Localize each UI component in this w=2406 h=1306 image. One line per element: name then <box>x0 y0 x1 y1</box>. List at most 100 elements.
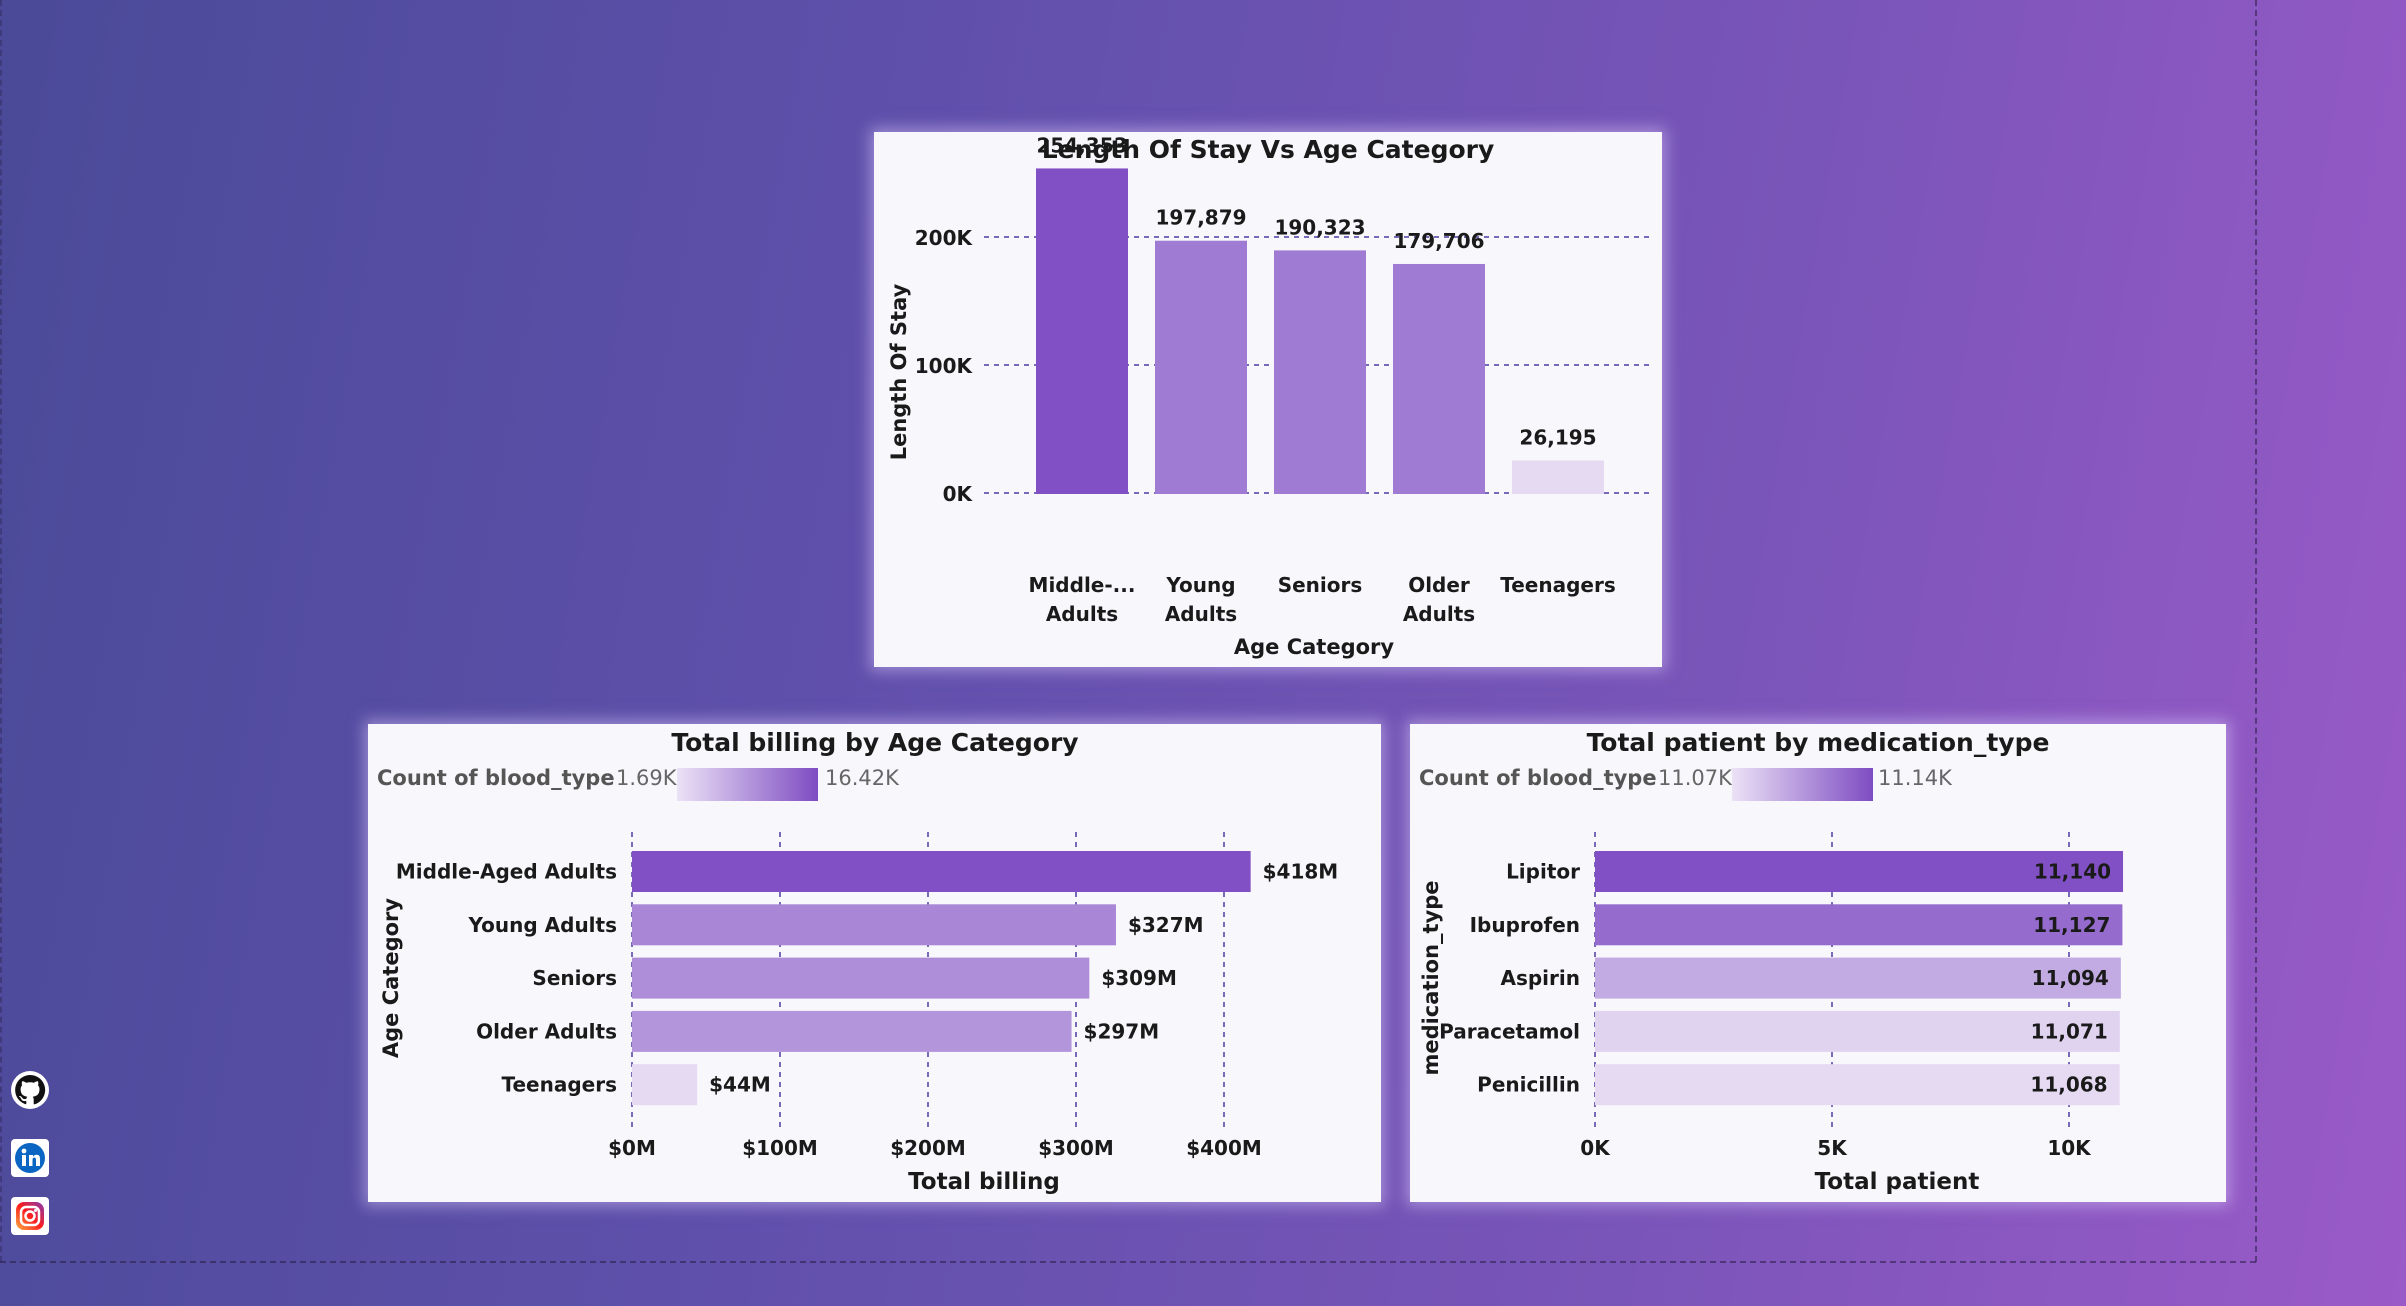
bar[interactable] <box>1155 240 1247 494</box>
bar[interactable] <box>1393 263 1485 494</box>
category-label: Teenagers <box>1500 573 1616 597</box>
category-label: Older Adults <box>476 1019 617 1043</box>
chart-total-patient[interactable]: Total patient by medication_type Count o… <box>1410 724 2226 1202</box>
x-axis-title: Age Category <box>1234 635 1395 659</box>
stay-chart-svg: Length Of Stay Vs Age Category 0K 100K 200… <box>887 133 1654 659</box>
category-labels: Lipitor Ibuprofen Aspirin Paracetamol Penici… <box>1439 860 1580 1097</box>
category-label: Lipitor <box>1506 860 1580 884</box>
linkedin-icon <box>11 1139 49 1177</box>
data-labels: 11,140 11,127 11,094 11,071 11,068 <box>2030 860 2111 1097</box>
legend-min: 1.69K <box>616 766 678 790</box>
y-tick-label: 200K <box>915 226 974 250</box>
legend-max: 16.42K <box>825 766 900 790</box>
github-link[interactable] <box>10 1070 50 1110</box>
bar[interactable] <box>632 1064 698 1106</box>
category-label: Older <box>1408 573 1470 597</box>
category-label: Young <box>1165 573 1235 597</box>
bars <box>632 851 1251 1106</box>
data-label: $44M <box>709 1073 771 1097</box>
category-label: Middle-... <box>1029 573 1136 597</box>
bar[interactable] <box>1274 250 1366 494</box>
category-label: Ibuprofen <box>1470 913 1580 937</box>
x-axis-title: Total patient <box>1815 1169 1980 1195</box>
category-label: Aspirin <box>1500 966 1580 990</box>
category-label: Adults <box>1165 602 1237 626</box>
data-label: $297M <box>1084 1019 1160 1043</box>
y-tick-label: 0K <box>943 482 974 506</box>
x-tick-label: $400M <box>1186 1136 1262 1160</box>
billing-chart-svg: Total billing by Age Category Count of b… <box>377 728 1338 1195</box>
linkedin-link[interactable] <box>10 1138 50 1178</box>
medication-chart-svg: Total patient by medication_type Count o… <box>1419 728 2124 1195</box>
category-label: Middle-Aged Adults <box>396 860 617 884</box>
category-label: Penicillin <box>1477 1073 1580 1097</box>
bar[interactable] <box>1595 904 2123 946</box>
bar[interactable] <box>1512 460 1604 494</box>
bar[interactable] <box>1036 168 1128 494</box>
chart-length-of-stay[interactable]: Length Of Stay Vs Age Category 0K 100K 200… <box>874 132 1662 667</box>
y-axis-title: medication_type <box>1419 880 1443 1075</box>
category-labels: Middle-... Adults Young Adults Seniors Older A… <box>1029 573 1616 626</box>
page-border <box>2255 0 2257 1262</box>
data-label: 11,140 <box>2034 860 2111 884</box>
category-label: Adults <box>1403 602 1475 626</box>
data-labels: $418M $327M $309M $297M $44M <box>709 860 1338 1097</box>
data-label: $309M <box>1101 966 1177 990</box>
bar[interactable] <box>632 851 1251 892</box>
chart-total-billing[interactable]: Total billing by Age Category Count of b… <box>368 724 1381 1202</box>
data-label: 190,323 <box>1274 215 1365 239</box>
data-label: 179,706 <box>1393 229 1484 253</box>
instagram-icon <box>11 1197 49 1235</box>
y-tick-label: 100K <box>915 354 974 378</box>
category-label: Young Adults <box>468 913 618 937</box>
data-labels: 254,353 197,879 190,323 179,706 26,195 <box>1036 133 1596 449</box>
category-label: Paracetamol <box>1439 1019 1580 1043</box>
github-icon <box>11 1071 49 1109</box>
data-label: $327M <box>1128 913 1204 937</box>
bar[interactable] <box>1595 851 2124 892</box>
chart-title: Total billing by Age Category <box>671 728 1078 757</box>
data-label: 254,353 <box>1036 133 1127 157</box>
x-tick-label: $100M <box>742 1136 818 1160</box>
bar[interactable] <box>632 1010 1072 1052</box>
data-label: $418M <box>1263 860 1339 884</box>
bar[interactable] <box>632 904 1116 946</box>
x-tick-label: $200M <box>890 1136 966 1160</box>
x-tick-label: $300M <box>1038 1136 1114 1160</box>
category-label: Teenagers <box>502 1073 618 1097</box>
page-border <box>0 1261 2256 1263</box>
y-axis-title: Age Category <box>379 898 403 1059</box>
x-axis-title: Total billing <box>908 1169 1060 1195</box>
page-border <box>0 0 2 1262</box>
data-label: 11,094 <box>2032 966 2109 990</box>
bar[interactable] <box>1595 1064 2120 1106</box>
category-label: Adults <box>1046 602 1118 626</box>
y-tick-labels: 0K 100K 200K <box>915 226 974 506</box>
chart-title: Length Of Stay Vs Age Category <box>1042 135 1495 164</box>
x-tick-label: 5K <box>1817 1136 1848 1160</box>
legend-max: 11.14K <box>1878 766 1953 790</box>
category-label: Seniors <box>532 966 617 990</box>
bars <box>1595 851 2124 1106</box>
category-labels: Middle-Aged Adults Young Adults Seniors Old… <box>396 860 617 1097</box>
x-tick-labels: 0K 5K 10K <box>1580 1136 2092 1160</box>
legend-min: 11.07K <box>1658 766 1733 790</box>
data-label: 197,879 <box>1155 206 1246 230</box>
y-axis-title: Length Of Stay <box>887 283 911 460</box>
bars <box>1036 168 1604 494</box>
legend-gradient <box>677 768 818 801</box>
instagram-link[interactable] <box>10 1196 50 1236</box>
legend-title: Count of blood_type <box>377 766 615 790</box>
legend-gradient <box>1732 768 1873 801</box>
bar[interactable] <box>1595 957 2121 999</box>
bar[interactable] <box>1595 1010 2120 1052</box>
bar[interactable] <box>632 957 1090 999</box>
chart-title: Total patient by medication_type <box>1587 728 2050 757</box>
data-label: 11,068 <box>2030 1073 2107 1097</box>
category-label: Seniors <box>1278 573 1363 597</box>
data-label: 11,071 <box>2031 1019 2108 1043</box>
data-label: 11,127 <box>2033 913 2110 937</box>
x-tick-label: 10K <box>2047 1136 2092 1160</box>
x-tick-label: $0M <box>608 1136 656 1160</box>
x-tick-labels: $0M $100M $200M $300M $400M <box>608 1136 1262 1160</box>
